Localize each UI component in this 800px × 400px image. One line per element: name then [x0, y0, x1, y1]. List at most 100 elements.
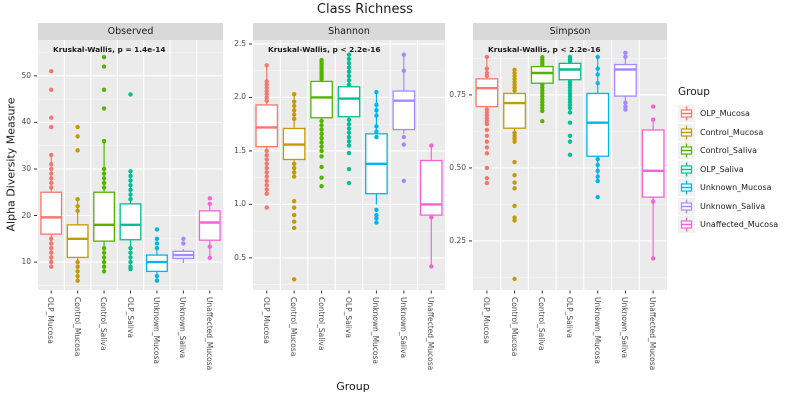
data-point — [101, 166, 107, 172]
data-point — [429, 215, 434, 220]
boxplot-simpson-olp-mucosa — [475, 54, 499, 186]
data-point — [101, 264, 107, 269]
data-point — [374, 207, 379, 212]
box — [613, 63, 637, 97]
data-point — [75, 269, 80, 274]
data-point — [49, 166, 54, 172]
boxplot-shannon-unaffected-mucosa — [419, 143, 443, 269]
legend-label: OLP_Saliva — [700, 164, 744, 174]
data-point — [484, 139, 490, 144]
boxplot-simpson-control-saliva — [530, 55, 554, 124]
data-point — [207, 201, 212, 207]
legend-title: Group — [678, 86, 710, 98]
data-point — [623, 50, 628, 56]
box — [475, 78, 499, 108]
data-point — [374, 129, 379, 134]
data-point — [49, 87, 54, 93]
data-point — [346, 130, 352, 135]
data-point — [49, 236, 54, 241]
data-point — [101, 106, 107, 111]
data-point — [75, 148, 80, 153]
data-point — [595, 81, 600, 86]
legend-label: Control_Saliva — [700, 146, 757, 155]
box — [641, 129, 665, 198]
data-point — [346, 65, 352, 70]
data-point — [101, 55, 107, 60]
box — [198, 210, 221, 241]
data-point — [319, 154, 324, 159]
data-point — [374, 134, 379, 140]
x-tick-label-olp-saliva: OLP_Saliva — [125, 297, 135, 338]
boxplot-observed-control-saliva — [93, 55, 116, 274]
data-point — [291, 225, 297, 231]
data-point — [319, 164, 324, 170]
data-point — [401, 134, 407, 140]
data-point — [401, 52, 407, 57]
legend-entry-control-mucosa: Control_Mucosa — [678, 123, 800, 141]
y-tick-label: 20 — [21, 210, 31, 220]
data-point — [319, 131, 324, 137]
data-point — [128, 169, 133, 174]
x-tick-label-control-saliva: Control_Saliva — [316, 297, 326, 351]
x-tick-label-unaffected-mucosa: Unaffected_Mucosa — [204, 297, 214, 371]
data-point — [264, 92, 269, 97]
boxplot-simpson-unknown-saliva — [613, 50, 637, 112]
x-tick-label-olp-saliva: OLP_Saliva — [565, 297, 574, 338]
data-point — [291, 199, 297, 204]
x-tick-label-control-mucosa: Control_Mucosa — [289, 297, 299, 357]
legend: Group OLP_Mucosa Control_Mucosa Control_Sa… — [678, 86, 800, 235]
legend-entry-unknown-mucosa: Unknown_Mucosa — [678, 179, 800, 196]
data-point — [374, 102, 379, 108]
x-tick-label-control-saliva: Control_Saliva — [537, 297, 547, 351]
data-point — [291, 116, 297, 122]
data-point — [484, 54, 490, 60]
data-point — [101, 176, 107, 181]
data-point — [264, 63, 269, 68]
box — [93, 191, 116, 242]
boxplot-shannon-control-saliva — [310, 57, 333, 189]
data-point — [623, 107, 628, 112]
data-point — [374, 89, 379, 95]
data-point — [264, 178, 269, 184]
y-tick-label: 40 — [21, 117, 31, 127]
facet-panel-simpson — [469, 23, 667, 294]
legend-label: Control_Mucosa — [700, 127, 764, 137]
data-point — [595, 66, 600, 71]
data-point — [346, 117, 352, 123]
data-point — [101, 255, 107, 260]
data-point — [512, 186, 517, 191]
data-point — [264, 182, 269, 188]
data-point — [264, 85, 269, 91]
data-point — [291, 170, 297, 175]
box — [40, 191, 63, 235]
data-point — [264, 95, 269, 100]
boxplot-shannon-olp-mucosa — [255, 63, 279, 210]
y-tick-label: 0.75 — [449, 89, 466, 99]
data-point — [484, 73, 490, 79]
boxplot-observed-unknown-mucosa — [145, 227, 168, 283]
data-point — [154, 245, 160, 251]
legend-label: Unknown_Mucosa — [700, 183, 772, 192]
box — [530, 65, 554, 84]
box — [66, 224, 89, 259]
facet-strip — [473, 23, 667, 40]
data-point — [291, 174, 297, 179]
x-tick-label-olp-mucosa: OLP_Mucosa — [481, 297, 491, 344]
box — [558, 62, 582, 81]
kruskal-wallis-annotation: Kruskal-Wallis, p < 2.2e-16 — [268, 45, 381, 54]
data-point — [128, 173, 133, 179]
x-tick-label-control-saliva: Control_Saliva — [99, 297, 109, 351]
data-point — [291, 108, 297, 113]
data-point — [346, 139, 352, 144]
y-tick-label: 0.5 — [234, 252, 246, 262]
data-point — [374, 124, 379, 129]
data-point — [484, 133, 490, 138]
y-tick-label: 1.5 — [234, 145, 246, 155]
data-point — [101, 87, 107, 93]
data-point — [319, 77, 324, 82]
legend-label: Unknown_Saliva — [700, 201, 766, 211]
data-point — [154, 227, 160, 232]
data-point — [429, 143, 434, 148]
data-point — [374, 220, 379, 225]
data-point — [650, 199, 656, 204]
